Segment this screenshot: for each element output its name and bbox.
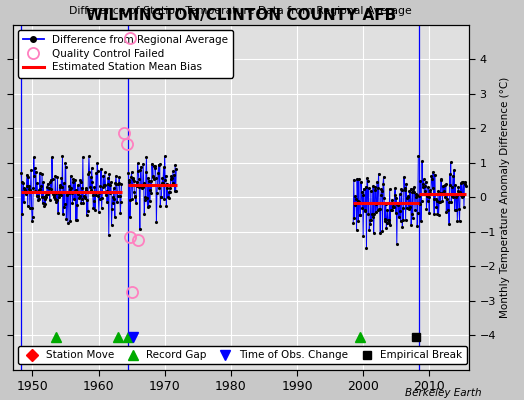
Legend: Station Move, Record Gap, Time of Obs. Change, Empirical Break: Station Move, Record Gap, Time of Obs. C…	[18, 346, 467, 364]
Title: WILMINGTON/CLINTON COUNTY AFB: WILMINGTON/CLINTON COUNTY AFB	[85, 8, 396, 24]
Text: Berkeley Earth: Berkeley Earth	[406, 388, 482, 398]
Y-axis label: Monthly Temperature Anomaly Difference (°C): Monthly Temperature Anomaly Difference (…	[500, 76, 510, 318]
Text: Difference of Station Temperature Data from Regional Average: Difference of Station Temperature Data f…	[69, 6, 412, 16]
